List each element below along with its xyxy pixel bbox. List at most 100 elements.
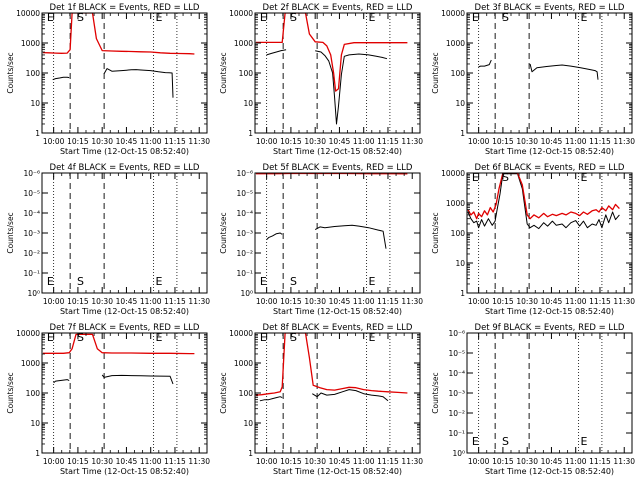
- chart-title: Det 7f BLACK = Events, RED = LLD: [50, 323, 200, 333]
- x-tick-label: 11:15: [589, 137, 611, 146]
- chart-title: Det 8f BLACK = Events, RED = LLD: [263, 323, 413, 333]
- chart-title: Det 5f BLACK = Events, RED = LLD: [263, 163, 413, 173]
- x-tick-label: 10:00: [43, 457, 65, 466]
- marker-label-s: S: [502, 171, 509, 184]
- x-tick-label: 10:45: [329, 137, 351, 146]
- x-tick-label: 10:30: [516, 457, 538, 466]
- y-tick-label: 10: [243, 99, 253, 108]
- y-tick-label: 10000: [441, 9, 465, 18]
- y-tick-label: 1000: [446, 199, 465, 208]
- marker-label-e: E: [472, 171, 479, 184]
- x-tick-label: 10:00: [43, 297, 65, 306]
- x-tick-label: 10:30: [304, 137, 326, 146]
- x-tick-label: 11:00: [565, 457, 587, 466]
- x-axis-label: Start Time (12-Oct-15 08:52:40): [60, 147, 189, 156]
- x-tick-label: 10:45: [116, 297, 138, 306]
- marker-label-e: E: [47, 11, 54, 24]
- x-tick-label: 11:15: [164, 137, 186, 146]
- marker-label-s: S: [290, 11, 297, 24]
- x-tick-label: 11:30: [188, 137, 210, 146]
- marker-label-e: E: [260, 275, 267, 288]
- series-line-events: [467, 173, 620, 230]
- y-axis-label: Counts/sec: [6, 372, 15, 413]
- y-tick-label: 10: [30, 99, 40, 108]
- x-tick-label: 10:15: [67, 137, 89, 146]
- series-line-events: [266, 49, 287, 56]
- x-tick-label: 11:30: [188, 297, 210, 306]
- marker-label-e: E: [369, 275, 376, 288]
- series-group: [256, 13, 408, 125]
- series-line-events: [529, 63, 599, 80]
- x-tick-label: 10:45: [329, 457, 351, 466]
- x-axis-label: Start Time (12-Oct-15 08:52:40): [273, 307, 402, 316]
- y-tick-label: 10⁰: [27, 289, 40, 298]
- y-tick-label: 1: [460, 129, 465, 138]
- x-tick-label: 10:15: [67, 297, 89, 306]
- y-tick-label: 10⁻⁶: [23, 169, 40, 178]
- series-line-events: [259, 396, 283, 402]
- marker-label-e: E: [156, 275, 163, 288]
- x-tick-label: 10:45: [541, 297, 563, 306]
- x-tick-label: 10:00: [256, 137, 278, 146]
- series-line-events: [478, 59, 492, 68]
- y-axis-label: Counts/sec: [219, 52, 228, 93]
- y-tick-label: 10⁻⁴: [236, 209, 253, 218]
- y-tick-label: 10⁻³: [448, 389, 465, 398]
- y-tick-label: 10: [30, 419, 40, 428]
- series-line-events: [53, 379, 70, 384]
- x-tick-label: 11:30: [613, 297, 635, 306]
- y-tick-label: 10⁻³: [23, 229, 40, 238]
- y-tick-label: 1: [35, 449, 40, 458]
- y-tick-label: 1: [460, 289, 465, 298]
- x-tick-label: 11:30: [188, 457, 210, 466]
- x-tick-label: 10:30: [516, 137, 538, 146]
- marker-label-s: S: [502, 11, 509, 24]
- y-tick-label: 100: [451, 229, 466, 238]
- x-tick-label: 10:00: [43, 137, 65, 146]
- y-axis-label: Counts/sec: [219, 212, 228, 253]
- y-tick-label: 10000: [229, 9, 253, 18]
- y-tick-label: 10⁻¹: [448, 429, 465, 438]
- x-tick-label: 10:00: [468, 137, 490, 146]
- marker-label-s: S: [77, 331, 84, 344]
- marker-label-s: S: [290, 275, 297, 288]
- x-tick-label: 11:00: [353, 457, 375, 466]
- y-tick-label: 1: [35, 129, 40, 138]
- y-axis-label: Counts/sec: [6, 212, 15, 253]
- y-tick-label: 10⁻³: [236, 229, 253, 238]
- x-tick-label: 10:15: [492, 297, 514, 306]
- x-tick-label: 10:00: [256, 297, 278, 306]
- marker-label-e: E: [369, 11, 376, 24]
- series-line-events: [315, 50, 388, 125]
- x-axis-label: Start Time (12-Oct-15 08:52:40): [485, 147, 614, 156]
- marker-label-e: E: [47, 331, 54, 344]
- x-tick-label: 11:00: [140, 137, 162, 146]
- x-tick-label: 10:30: [304, 297, 326, 306]
- x-tick-label: 11:00: [140, 457, 162, 466]
- y-tick-label: 10000: [16, 9, 40, 18]
- marker-label-e: E: [260, 331, 267, 344]
- marker-label-s: S: [502, 435, 509, 448]
- marker-label-e: E: [581, 171, 588, 184]
- series-line-events: [266, 232, 283, 241]
- x-tick-label: 10:00: [468, 457, 490, 466]
- y-tick-label: 10⁰: [452, 449, 465, 458]
- y-tick-label: 10⁻⁴: [448, 369, 465, 378]
- y-tick-label: 10000: [16, 329, 40, 338]
- x-tick-label: 11:00: [565, 297, 587, 306]
- y-axis-label: Counts/sec: [6, 52, 15, 93]
- y-tick-label: 10⁻²: [23, 249, 40, 258]
- chart-title: Det 1f BLACK = Events, RED = LLD: [50, 3, 200, 13]
- y-tick-label: 10⁻¹: [23, 269, 40, 278]
- y-tick-label: 10: [455, 259, 465, 268]
- y-tick-label: 10: [243, 419, 253, 428]
- y-axis-label: Counts/sec: [431, 52, 440, 93]
- y-tick-label: 100: [451, 69, 466, 78]
